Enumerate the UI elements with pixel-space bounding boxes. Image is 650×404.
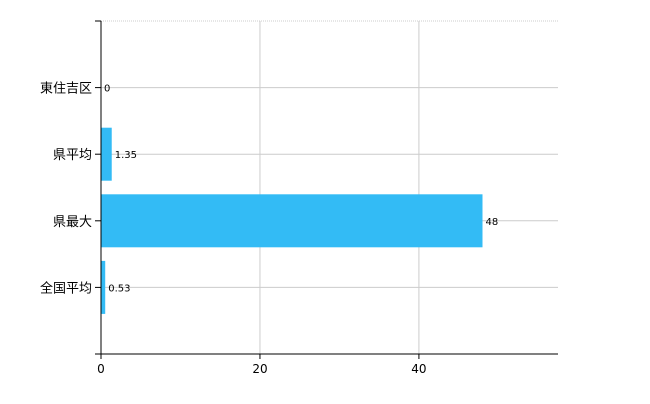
x-tick-label-0: 0: [97, 362, 105, 376]
data-label-3: 0.53: [108, 283, 130, 294]
data-label-0: 0: [104, 84, 110, 95]
bar-3: [101, 260, 106, 314]
x-tick-label-2: 40: [411, 362, 426, 376]
data-label-1: 1.35: [115, 150, 137, 161]
data-label-2: 48: [485, 217, 498, 228]
bar-2: [101, 194, 483, 248]
category-label-3: 全国平均: [40, 280, 92, 296]
category-label-0: 東住吉区: [40, 81, 92, 97]
x-tick-label-1: 20: [252, 362, 267, 376]
bar-1: [101, 127, 112, 181]
category-label-1: 県平均: [53, 148, 92, 163]
category-label-2: 県最大: [53, 215, 92, 230]
